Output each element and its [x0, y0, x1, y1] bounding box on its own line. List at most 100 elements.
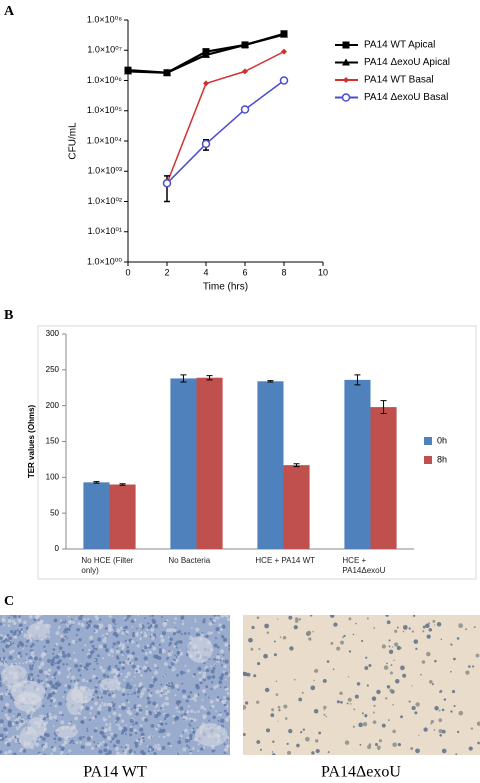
cell — [172, 721, 175, 725]
cell — [376, 689, 381, 695]
cell — [141, 624, 144, 627]
cell — [418, 734, 420, 736]
cell — [402, 630, 405, 633]
cell — [163, 702, 167, 706]
cell — [16, 734, 20, 739]
cell — [52, 661, 55, 664]
cell — [327, 751, 330, 754]
cell — [428, 622, 431, 625]
cell — [275, 680, 278, 683]
cell — [24, 660, 28, 664]
cell — [100, 730, 105, 735]
cell — [125, 699, 129, 702]
cell — [126, 661, 131, 665]
cell — [98, 625, 102, 630]
cell — [204, 693, 207, 696]
cell — [378, 739, 383, 743]
cell — [277, 720, 279, 722]
cell — [2, 639, 6, 643]
cell — [171, 668, 175, 672]
cell — [68, 749, 72, 753]
y-tick-label: 100 — [46, 472, 60, 481]
cell — [1, 618, 6, 623]
cell — [158, 648, 162, 652]
cell — [355, 622, 357, 625]
cell — [45, 678, 48, 681]
cell — [53, 715, 58, 720]
cell — [162, 728, 166, 733]
cell — [56, 682, 61, 688]
cell — [129, 718, 134, 723]
cell — [205, 668, 210, 673]
cell — [221, 624, 226, 629]
cell — [211, 675, 216, 679]
cell — [222, 660, 225, 662]
cell — [115, 716, 120, 721]
cell — [108, 725, 112, 729]
cell — [438, 718, 443, 723]
cell — [167, 636, 170, 639]
cell — [108, 709, 111, 712]
cell — [270, 713, 275, 718]
cell — [86, 736, 92, 741]
cell — [16, 629, 19, 632]
cell — [163, 662, 168, 667]
image-caption: PA14 WT — [83, 764, 147, 781]
cell — [176, 631, 179, 634]
cell — [6, 738, 8, 741]
cell — [6, 715, 11, 721]
cell — [78, 615, 83, 621]
cell — [174, 617, 178, 620]
cell — [264, 623, 270, 629]
cell — [210, 681, 214, 684]
cell — [368, 743, 372, 746]
cell — [187, 732, 190, 735]
cell — [35, 615, 40, 619]
cell — [93, 647, 96, 650]
cell — [59, 619, 63, 622]
cell — [216, 645, 220, 649]
cell — [115, 720, 118, 724]
cell — [58, 710, 63, 715]
cell — [205, 685, 209, 689]
cell — [354, 694, 359, 699]
cell — [179, 737, 182, 739]
cell — [216, 714, 219, 717]
cell — [61, 713, 64, 717]
cell — [81, 721, 85, 725]
bar — [257, 381, 284, 549]
cell — [174, 642, 178, 646]
cell — [153, 663, 158, 668]
cell — [3, 662, 8, 668]
cell — [329, 615, 335, 618]
cell — [413, 639, 419, 644]
cell — [217, 719, 220, 722]
cell — [189, 733, 193, 738]
cell — [30, 677, 33, 681]
cell — [248, 637, 253, 643]
cell — [200, 747, 204, 751]
cell — [70, 679, 73, 683]
cell — [28, 615, 33, 619]
cell — [99, 618, 102, 621]
cell — [93, 630, 96, 633]
cell — [140, 691, 145, 696]
cell — [122, 750, 125, 753]
cell — [103, 748, 108, 753]
cell — [4, 692, 9, 696]
cell — [209, 706, 212, 709]
cell — [302, 728, 306, 731]
cell — [141, 649, 143, 651]
cell — [224, 642, 229, 647]
cell — [58, 659, 62, 663]
cell — [73, 680, 76, 683]
cell — [343, 634, 346, 637]
cell — [340, 700, 343, 704]
cell — [172, 715, 176, 718]
cell — [94, 685, 98, 689]
cell — [49, 699, 54, 703]
cell — [107, 750, 112, 755]
cell — [181, 689, 186, 694]
cell — [71, 620, 75, 625]
cell — [93, 659, 96, 662]
